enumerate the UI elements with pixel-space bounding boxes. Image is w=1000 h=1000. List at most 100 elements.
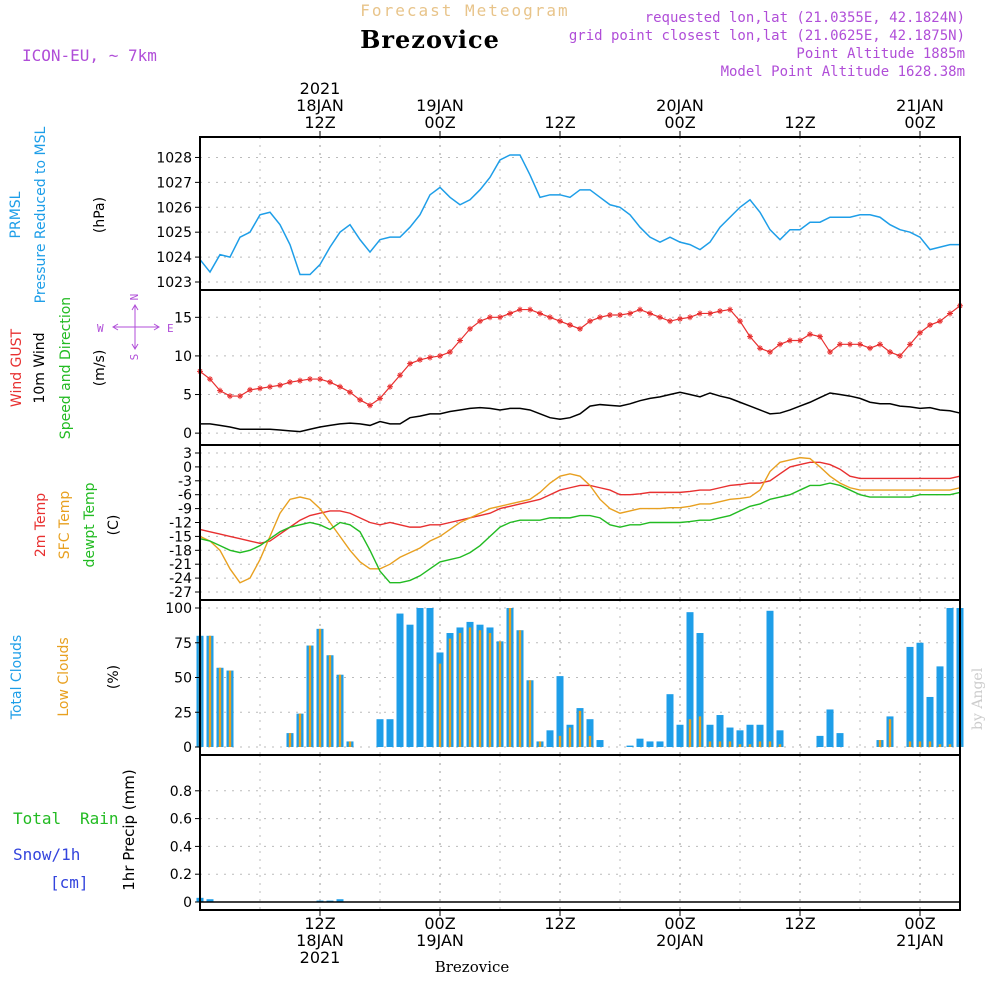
pressure-tick-label: 1027 (156, 175, 192, 191)
gust-point (747, 333, 753, 340)
gust-point (687, 314, 693, 321)
low-cloud-bar (498, 641, 502, 747)
total-cloud-bar (826, 709, 834, 747)
gust-point (737, 318, 743, 325)
wind-side-label: Wind GUST (9, 328, 25, 407)
chart-title: Forecast Meteogram (360, 1, 569, 20)
precip-tick-label: 0.2 (170, 867, 192, 883)
gust-point (667, 318, 673, 325)
low-cloud-bar (778, 744, 782, 747)
gust-point (357, 396, 363, 403)
snow-unit-label: [cm] (50, 873, 89, 892)
gust-point (567, 322, 573, 329)
total-cloud-bar (676, 724, 684, 747)
gust-point (257, 385, 263, 392)
temperature-tick-label: -9 (178, 502, 192, 518)
temperature-tick-label: -3 (178, 474, 192, 490)
gust-point (557, 318, 563, 325)
low-cloud-bar (578, 710, 582, 747)
gust-point (797, 337, 803, 344)
low-cloud-bar (328, 655, 332, 747)
gust-point (857, 341, 863, 348)
bottom-time-label: 20JAN (656, 931, 704, 950)
gust-point (707, 310, 713, 317)
gust-point (817, 333, 823, 340)
low-cloud-bar (468, 627, 472, 747)
gust-point (397, 372, 403, 379)
low-cloud-bar (218, 667, 222, 747)
clouds-tick-label: 50 (174, 671, 192, 687)
gust-point (937, 318, 943, 325)
gust-point (347, 389, 353, 396)
gust-point (527, 306, 533, 313)
total-cloud-bar (396, 613, 404, 747)
total-cloud-bar (686, 612, 694, 747)
bottom-time-label: 00Z (904, 914, 935, 933)
gust-point (637, 306, 643, 313)
total-cloud-bar (546, 730, 554, 747)
low-cloud-bar (948, 744, 952, 747)
gust-point (227, 393, 233, 400)
temperature-tick-label: -12 (169, 516, 192, 532)
wind-side-label: 10m Wind (32, 332, 48, 403)
bottom-time-label: 12Z (784, 914, 815, 933)
clouds-side-label: (%) (106, 665, 122, 689)
low-cloud-bar (768, 741, 772, 747)
bottom-time-label: 21JAN (896, 931, 944, 950)
low-cloud-bar (688, 719, 692, 747)
total-cloud-bar (716, 715, 724, 747)
low-cloud-bar (308, 645, 312, 747)
gust-point (647, 310, 653, 317)
gust-point (677, 315, 683, 322)
location-title: Brezovice (360, 25, 500, 54)
wind-tick-label: 15 (174, 310, 192, 326)
gust-point (727, 306, 733, 313)
total-cloud-bar (776, 730, 784, 747)
low-cloud-bar (568, 727, 572, 747)
temperature-tick-label: -27 (169, 585, 192, 601)
pressure-tick-label: 1023 (156, 275, 192, 291)
temperature-tick-label: -6 (178, 488, 192, 504)
low-cloud-bar (288, 733, 292, 747)
total-cloud-bar (656, 741, 664, 747)
gust-point (757, 345, 763, 352)
gust-point (467, 325, 473, 332)
gust-point (517, 306, 523, 313)
low-cloud-bar (228, 670, 232, 747)
gust-point (807, 331, 813, 338)
total-cloud-bar (376, 719, 384, 747)
gust-point (917, 329, 923, 336)
temperature-tick-label: -24 (169, 571, 192, 587)
clouds-tick-label: 100 (165, 601, 192, 617)
temperature-tick-label: -21 (169, 557, 192, 573)
gust-point (317, 376, 323, 383)
bottom-time-label: 12Z (304, 914, 335, 933)
total-cloud-bar (406, 624, 414, 747)
pressure-tick-label: 1028 (156, 150, 192, 166)
precip-tick-label: 0.4 (170, 839, 192, 855)
gust-point (887, 349, 893, 356)
gust-point (587, 318, 593, 325)
gust-point (297, 377, 303, 384)
total-cloud-bar (596, 740, 604, 747)
temperature-tick-label: 0 (183, 460, 192, 476)
pressure-frame (199, 136, 961, 291)
gust-point (237, 393, 243, 400)
pressure-tick-label: 1025 (156, 225, 192, 241)
pressure-side-label: PRMSL (8, 191, 24, 238)
gust-point (407, 360, 413, 367)
gust-point (447, 349, 453, 356)
gust-point (877, 341, 883, 348)
low-cloud-bar (748, 744, 752, 747)
low-cloud-bar (908, 741, 912, 747)
watermark: by Angel (970, 667, 986, 730)
gust-point (337, 383, 343, 390)
total-cloud-bar (386, 719, 394, 747)
clouds-tick-label: 25 (174, 705, 192, 721)
total-cloud-bar (666, 694, 674, 747)
top-time-label: 00Z (904, 113, 935, 132)
total-cloud-bar (836, 733, 844, 747)
gust-point (547, 314, 553, 321)
low-cloud-bar (558, 735, 562, 747)
